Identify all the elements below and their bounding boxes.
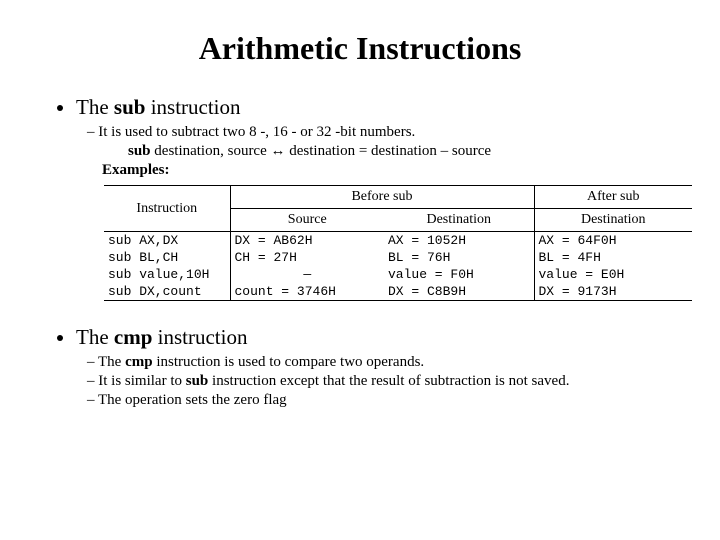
cell-dest: value = F0H <box>384 266 534 283</box>
thead: Instruction Before sub After sub Source … <box>104 186 692 232</box>
th-dest: Destination <box>384 209 534 232</box>
b2-post: instruction except that the result of su… <box>208 373 569 389</box>
table-row: sub value,10H — value = F0H value = E0H <box>104 266 692 283</box>
content-list: The sub instruction It is used to subtra… <box>48 95 672 409</box>
th-instr: Instruction <box>104 186 230 232</box>
b1-post: instruction is used to compare two opera… <box>153 354 425 370</box>
b2-kw: sub <box>186 373 209 389</box>
tbody: sub AX,DX DX = AB62H AX = 1052H AX = 64F… <box>104 232 692 301</box>
cmp-bullets: The cmp instruction is used to compare t… <box>76 354 672 409</box>
cell-instr: sub AX,DX <box>104 232 230 250</box>
heading-kw: cmp <box>114 325 153 349</box>
cell-instr: sub DX,count <box>104 283 230 300</box>
cell-dest: AX = 1052H <box>384 232 534 250</box>
sub-bullets: It is used to subtract two 8 -, 16 - or … <box>76 124 672 141</box>
table-row: sub BL,CH CH = 27H BL = 76H BL = 4FH <box>104 249 692 266</box>
cmp-b1: The cmp instruction is used to compare t… <box>102 354 672 371</box>
cmp-b3: The operation sets the zero flag <box>102 392 672 409</box>
slide: Arithmetic Instructions The sub instruct… <box>0 0 720 435</box>
b1-kw: cmp <box>125 354 153 370</box>
table: Instruction Before sub After sub Source … <box>104 186 692 300</box>
slide-title: Arithmetic Instructions <box>48 30 672 67</box>
heading-kw: sub <box>114 95 146 119</box>
cell-src: count = 3746H <box>230 283 384 300</box>
cell-after: BL = 4FH <box>534 249 692 266</box>
cell-src: — <box>230 266 384 283</box>
cell-after: DX = 9173H <box>534 283 692 300</box>
heading-post: instruction <box>145 95 240 119</box>
example-table: Instruction Before sub After sub Source … <box>104 185 692 301</box>
cell-instr: sub BL,CH <box>104 249 230 266</box>
cmp-b2: It is similar to sub instruction except … <box>102 373 672 390</box>
th-after-dest: Destination <box>534 209 692 232</box>
th-after: After sub <box>534 186 692 209</box>
syntax-kw: sub <box>128 143 151 159</box>
cell-after: AX = 64F0H <box>534 232 692 250</box>
cell-after: value = E0H <box>534 266 692 283</box>
cell-src: DX = AB62H <box>230 232 384 250</box>
examples-label: Examples: <box>76 162 672 179</box>
cell-instr: sub value,10H <box>104 266 230 283</box>
table-row: sub DX,count count = 3746H DX = C8B9H DX… <box>104 283 692 300</box>
cell-src: CH = 27H <box>230 249 384 266</box>
b2-pre: It is similar to <box>98 373 186 389</box>
heading-post: instruction <box>152 325 247 349</box>
heading-pre: The <box>76 95 114 119</box>
cell-dest: DX = C8B9H <box>384 283 534 300</box>
header-row-1: Instruction Before sub After sub <box>104 186 692 209</box>
th-before: Before sub <box>230 186 534 209</box>
section-sub: The sub instruction It is used to subtra… <box>76 95 672 301</box>
heading-pre: The <box>76 325 114 349</box>
section-cmp: The cmp instruction The cmp instruction … <box>76 325 672 409</box>
table-bottom-rule <box>104 300 692 301</box>
syntax-rest: destination, source ↔ destination = dest… <box>151 143 491 159</box>
b1-pre: The <box>98 354 125 370</box>
sub-b1: It is used to subtract two 8 -, 16 - or … <box>102 124 672 141</box>
table-row: sub AX,DX DX = AB62H AX = 1052H AX = 64F… <box>104 232 692 250</box>
th-src: Source <box>230 209 384 232</box>
cell-dest: BL = 76H <box>384 249 534 266</box>
syntax-line: sub destination, source ↔ destination = … <box>76 143 672 160</box>
